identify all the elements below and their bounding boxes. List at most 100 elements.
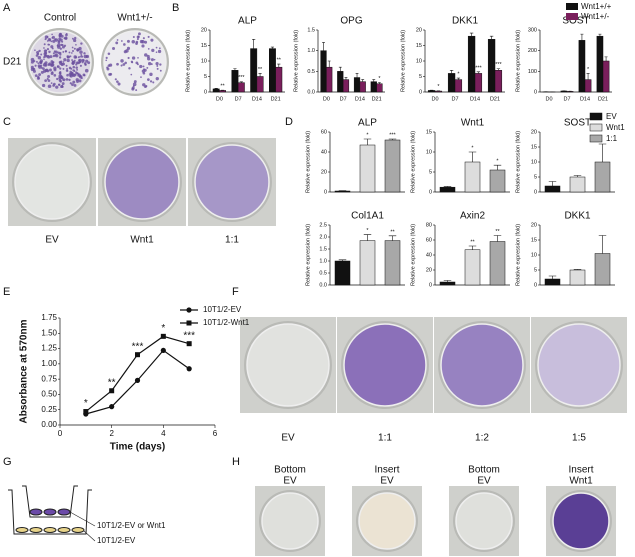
stain-dot — [135, 40, 139, 44]
stain-dot — [71, 46, 74, 49]
stain-dot — [60, 62, 64, 66]
dish-well — [358, 492, 416, 550]
stain-dot — [59, 38, 63, 42]
bar — [439, 186, 456, 193]
error-bar — [239, 81, 243, 83]
stain-dot — [76, 48, 79, 51]
row-label: D21 — [3, 57, 22, 68]
stain-dot — [77, 56, 80, 59]
dish-photo — [352, 486, 422, 556]
y-tick-label: 0.00 — [41, 420, 57, 429]
stain-dot — [149, 72, 153, 77]
dish-label: Wnt1+/- — [117, 13, 152, 24]
stain-dot — [144, 40, 148, 44]
y-tick-label: 5 — [204, 74, 207, 80]
significance-label: *** — [238, 75, 245, 81]
significance-label: * — [378, 76, 381, 82]
stain-dot — [59, 51, 62, 55]
point — [160, 347, 166, 354]
stain-dot — [140, 76, 142, 78]
stain-dot — [35, 60, 38, 63]
stain-dot — [49, 68, 52, 72]
x-tick-label: D14 — [355, 96, 365, 102]
y-tick-label: 1.0 — [319, 258, 327, 264]
stain-dot — [75, 43, 77, 46]
error-bar — [604, 56, 608, 61]
stain-dot — [71, 49, 75, 53]
stain-dot — [53, 73, 57, 77]
stain-dot — [54, 50, 58, 54]
error-bar — [469, 32, 474, 37]
stain-dot — [53, 82, 56, 86]
stain-dot — [108, 73, 112, 76]
stain-dot — [153, 58, 156, 61]
error-bar — [338, 66, 342, 72]
stain-dot — [136, 38, 139, 41]
stain-dot — [72, 65, 76, 69]
error-bar — [496, 68, 501, 71]
significance-label: * — [457, 72, 460, 78]
stain-dot — [43, 58, 45, 61]
stain-dot — [68, 51, 71, 54]
bar — [594, 253, 611, 286]
y-tick-label: 40 — [426, 252, 432, 258]
y-tick-label: 1.00 — [41, 359, 57, 368]
y-tick-label: 200 — [528, 48, 537, 54]
stain-dot — [62, 50, 65, 53]
significance-label: * — [496, 159, 499, 165]
dish-label: Insert — [568, 465, 593, 476]
point — [109, 388, 115, 394]
chart-title: ALP — [238, 16, 257, 27]
dish-label: 1:5 — [572, 433, 586, 444]
dish-label: EV — [283, 476, 297, 487]
error-bar — [270, 46, 275, 49]
stain-dot — [107, 52, 111, 56]
bar — [439, 281, 456, 286]
stain-dot — [72, 63, 75, 66]
y-tick-label: 0 — [419, 89, 422, 95]
stain-dot — [53, 68, 57, 72]
bar — [269, 48, 276, 93]
error-bar — [598, 143, 607, 162]
stain-dot — [73, 47, 76, 50]
y-tick-label: 60 — [321, 129, 327, 135]
significance-label: *** — [389, 132, 396, 138]
y-axis-label: Relative expression (fold) — [185, 30, 191, 92]
y-tick-label: 0 — [534, 89, 537, 95]
chart-title: DKK1 — [564, 211, 591, 222]
dish-photo — [449, 486, 519, 556]
panel-letter: D — [285, 116, 293, 128]
y-tick-label: 0 — [204, 89, 207, 95]
stain-dot — [68, 72, 72, 76]
x-tick-label: D14 — [252, 96, 262, 102]
stain-dot — [120, 59, 124, 63]
significance-label: * — [471, 145, 474, 151]
stain-dot — [131, 56, 136, 60]
stain-dot — [157, 49, 162, 54]
y-tick-label: 5 — [419, 74, 422, 80]
dish-label: EV — [380, 476, 394, 487]
stain-dot — [58, 56, 62, 59]
stain-dot — [116, 39, 119, 41]
stain-dot — [116, 80, 119, 83]
bar — [359, 240, 376, 286]
y-tick-label: 40 — [321, 149, 327, 155]
stain-dot — [52, 54, 56, 58]
stain-dot — [62, 61, 65, 63]
x-tick-label: 6 — [213, 429, 218, 438]
stain-dot — [87, 61, 91, 65]
x-tick-label: D0 — [323, 96, 330, 102]
significance-label: *** — [475, 65, 482, 71]
legend-swatch — [589, 123, 603, 132]
error-bar — [277, 63, 281, 68]
dish-well — [14, 144, 90, 220]
bar — [342, 79, 350, 93]
y-tick-label: 0.50 — [41, 390, 57, 399]
stain-dot — [159, 63, 162, 66]
panel-letter: F — [232, 286, 239, 298]
bar — [320, 50, 327, 93]
stain-dot — [142, 83, 146, 87]
stain-dot — [148, 62, 152, 66]
stain-dot — [146, 57, 151, 61]
stain-dot — [43, 69, 47, 73]
